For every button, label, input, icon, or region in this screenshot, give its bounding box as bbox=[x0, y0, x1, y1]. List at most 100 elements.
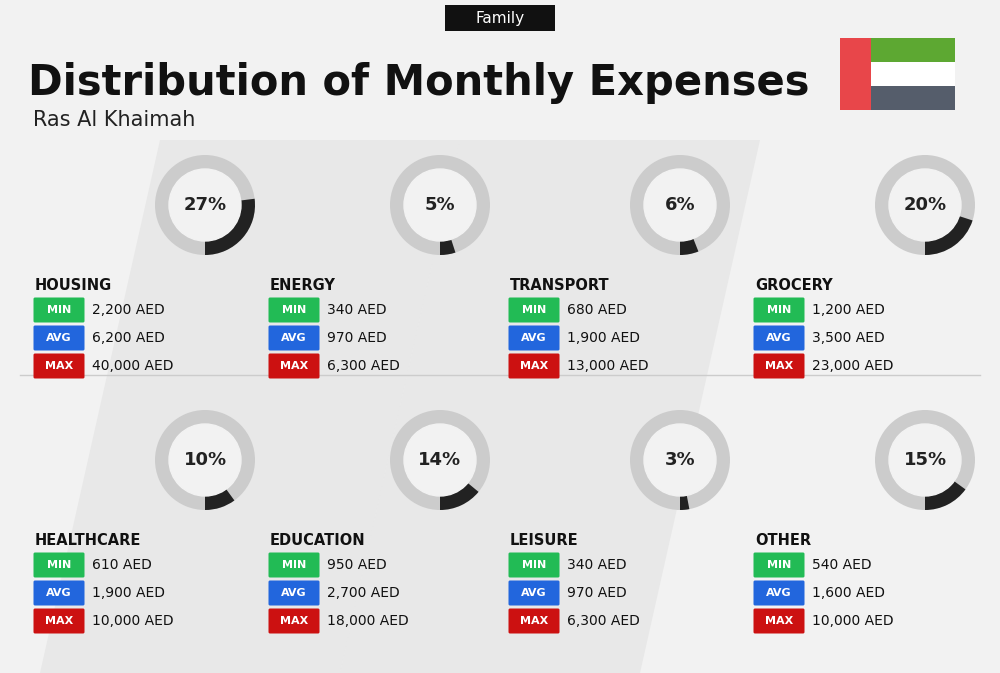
Polygon shape bbox=[340, 140, 760, 673]
FancyBboxPatch shape bbox=[509, 553, 560, 577]
FancyBboxPatch shape bbox=[509, 297, 560, 322]
Wedge shape bbox=[680, 238, 698, 255]
Text: 340 AED: 340 AED bbox=[567, 558, 627, 572]
FancyBboxPatch shape bbox=[754, 608, 804, 633]
Text: AVG: AVG bbox=[46, 333, 72, 343]
FancyBboxPatch shape bbox=[268, 297, 320, 322]
Text: 970 AED: 970 AED bbox=[327, 331, 387, 345]
FancyBboxPatch shape bbox=[445, 5, 555, 31]
Circle shape bbox=[644, 424, 716, 496]
FancyBboxPatch shape bbox=[34, 553, 84, 577]
Text: 5%: 5% bbox=[425, 196, 455, 214]
Text: 1,200 AED: 1,200 AED bbox=[812, 303, 885, 317]
Text: 6,300 AED: 6,300 AED bbox=[567, 614, 640, 628]
FancyBboxPatch shape bbox=[754, 353, 804, 378]
FancyBboxPatch shape bbox=[754, 326, 804, 351]
Circle shape bbox=[644, 169, 716, 241]
Polygon shape bbox=[40, 140, 460, 673]
Text: MAX: MAX bbox=[280, 616, 308, 626]
Text: 610 AED: 610 AED bbox=[92, 558, 152, 572]
Text: MAX: MAX bbox=[280, 361, 308, 371]
Circle shape bbox=[889, 169, 961, 241]
Bar bbox=[871, 38, 955, 62]
Text: 6%: 6% bbox=[665, 196, 695, 214]
FancyBboxPatch shape bbox=[509, 608, 560, 633]
Circle shape bbox=[404, 169, 476, 241]
Bar bbox=[871, 86, 955, 110]
Text: AVG: AVG bbox=[766, 333, 792, 343]
Text: Ras Al Khaimah: Ras Al Khaimah bbox=[33, 110, 195, 130]
Text: LEISURE: LEISURE bbox=[510, 533, 579, 548]
Text: 2,200 AED: 2,200 AED bbox=[92, 303, 165, 317]
Text: EDUCATION: EDUCATION bbox=[270, 533, 366, 548]
Wedge shape bbox=[875, 155, 975, 255]
Wedge shape bbox=[925, 481, 965, 510]
Wedge shape bbox=[390, 410, 490, 510]
Text: MIN: MIN bbox=[767, 305, 791, 315]
Text: 970 AED: 970 AED bbox=[567, 586, 627, 600]
Text: AVG: AVG bbox=[521, 333, 547, 343]
Text: AVG: AVG bbox=[281, 333, 307, 343]
FancyBboxPatch shape bbox=[509, 326, 560, 351]
Text: HOUSING: HOUSING bbox=[35, 278, 112, 293]
Wedge shape bbox=[680, 495, 689, 510]
Text: MIN: MIN bbox=[522, 560, 546, 570]
Text: 10%: 10% bbox=[183, 451, 227, 469]
Text: 2,700 AED: 2,700 AED bbox=[327, 586, 400, 600]
Text: 10,000 AED: 10,000 AED bbox=[812, 614, 894, 628]
Wedge shape bbox=[155, 410, 255, 510]
Text: AVG: AVG bbox=[281, 588, 307, 598]
Text: GROCERY: GROCERY bbox=[755, 278, 833, 293]
Text: 13,000 AED: 13,000 AED bbox=[567, 359, 649, 373]
FancyBboxPatch shape bbox=[34, 353, 84, 378]
FancyBboxPatch shape bbox=[754, 553, 804, 577]
Circle shape bbox=[889, 424, 961, 496]
Wedge shape bbox=[390, 155, 490, 255]
Wedge shape bbox=[630, 155, 730, 255]
Text: 10,000 AED: 10,000 AED bbox=[92, 614, 174, 628]
Bar bbox=[840, 38, 871, 110]
Circle shape bbox=[169, 169, 241, 241]
FancyBboxPatch shape bbox=[34, 581, 84, 606]
Text: 1,900 AED: 1,900 AED bbox=[567, 331, 640, 345]
Wedge shape bbox=[630, 410, 730, 510]
Text: 40,000 AED: 40,000 AED bbox=[92, 359, 174, 373]
Text: MAX: MAX bbox=[520, 361, 548, 371]
FancyBboxPatch shape bbox=[34, 326, 84, 351]
Text: 680 AED: 680 AED bbox=[567, 303, 627, 317]
Text: ENERGY: ENERGY bbox=[270, 278, 336, 293]
Circle shape bbox=[404, 424, 476, 496]
Text: 6,200 AED: 6,200 AED bbox=[92, 331, 165, 345]
Text: 3%: 3% bbox=[665, 451, 695, 469]
Text: MIN: MIN bbox=[47, 560, 71, 570]
Wedge shape bbox=[875, 410, 975, 510]
Wedge shape bbox=[440, 483, 479, 510]
FancyBboxPatch shape bbox=[509, 353, 560, 378]
Text: MAX: MAX bbox=[45, 361, 73, 371]
FancyBboxPatch shape bbox=[268, 326, 320, 351]
Bar bbox=[871, 62, 955, 86]
FancyBboxPatch shape bbox=[268, 581, 320, 606]
Text: MAX: MAX bbox=[520, 616, 548, 626]
Wedge shape bbox=[440, 239, 455, 255]
Text: 27%: 27% bbox=[183, 196, 227, 214]
Text: 950 AED: 950 AED bbox=[327, 558, 387, 572]
Text: Family: Family bbox=[475, 11, 525, 26]
Wedge shape bbox=[925, 216, 973, 255]
Text: 1,900 AED: 1,900 AED bbox=[92, 586, 165, 600]
Text: HEALTHCARE: HEALTHCARE bbox=[35, 533, 141, 548]
Text: MIN: MIN bbox=[282, 560, 306, 570]
FancyBboxPatch shape bbox=[754, 297, 804, 322]
FancyBboxPatch shape bbox=[34, 608, 84, 633]
FancyBboxPatch shape bbox=[509, 581, 560, 606]
Text: MIN: MIN bbox=[522, 305, 546, 315]
FancyBboxPatch shape bbox=[268, 353, 320, 378]
Text: 540 AED: 540 AED bbox=[812, 558, 872, 572]
Text: MAX: MAX bbox=[765, 361, 793, 371]
Text: MIN: MIN bbox=[47, 305, 71, 315]
Text: 14%: 14% bbox=[418, 451, 462, 469]
FancyBboxPatch shape bbox=[268, 553, 320, 577]
Text: 15%: 15% bbox=[903, 451, 947, 469]
Wedge shape bbox=[155, 155, 255, 255]
Text: MIN: MIN bbox=[282, 305, 306, 315]
